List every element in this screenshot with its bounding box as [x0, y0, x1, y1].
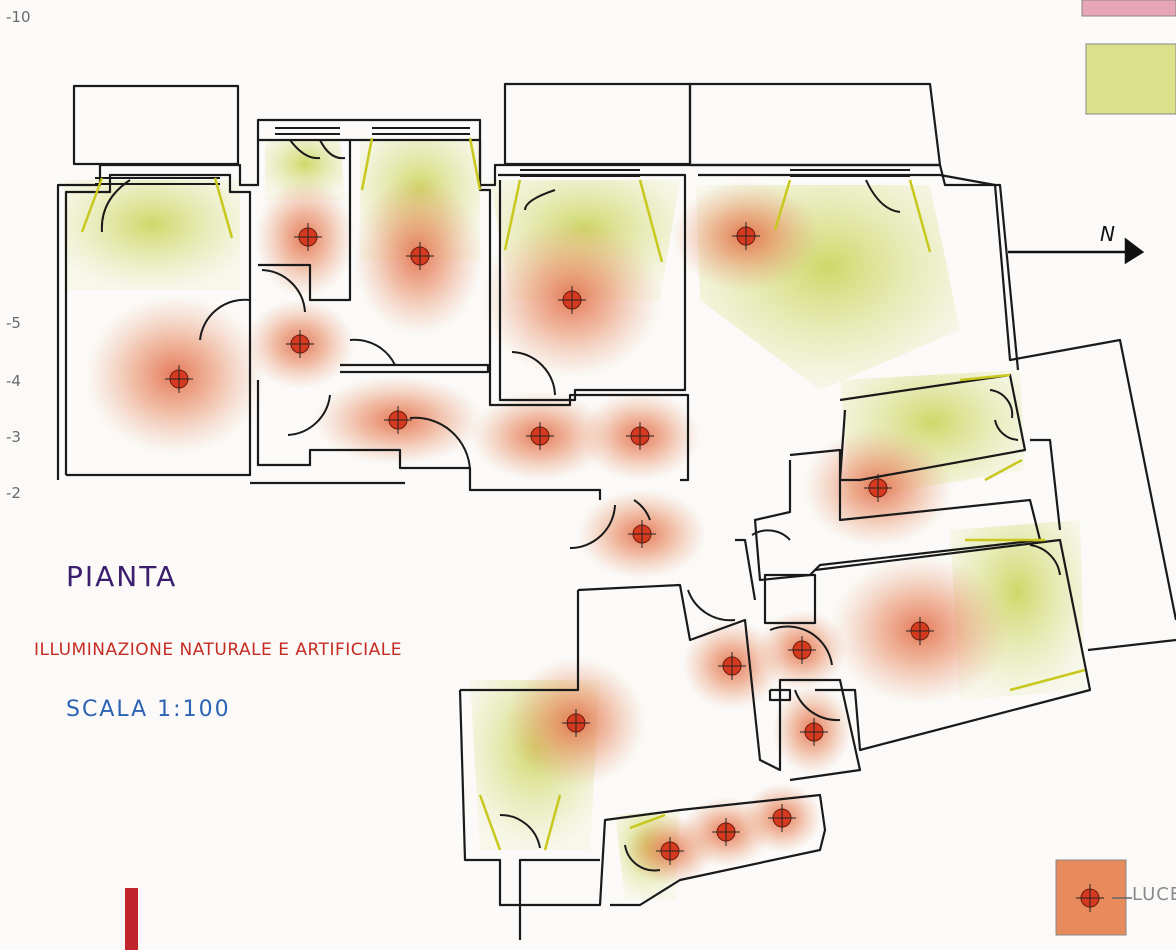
- lamp-icon: [800, 718, 828, 746]
- wall: [340, 363, 490, 374]
- wall: [1087, 638, 1176, 652]
- lamps: [165, 222, 934, 865]
- door-swing: [261, 269, 306, 313]
- lamp-icon: [562, 709, 590, 737]
- door-swing: [751, 529, 791, 541]
- door-swing: [794, 689, 841, 722]
- red-marker-bar: [125, 888, 138, 950]
- wall: [460, 590, 580, 692]
- wall: [768, 688, 792, 702]
- door-swing: [100, 179, 131, 233]
- wall: [814, 538, 1092, 752]
- drawing-subtitle: ILLUMINAZIONE NATURALE E ARTIFICIALE: [34, 640, 402, 660]
- window-light-rays: [80, 137, 1086, 851]
- wall: [577, 583, 862, 782]
- lamp-icon: [656, 837, 684, 865]
- door-swing: [633, 499, 651, 521]
- legend: [1055, 0, 1176, 936]
- door-swing: [511, 351, 556, 396]
- legend-swatch-natural: [1085, 43, 1176, 115]
- margin-tick: -3: [6, 428, 21, 446]
- drawing-title: PIANTA: [66, 560, 178, 593]
- lamp-icon: [906, 617, 934, 645]
- lamp-icon: [626, 422, 654, 450]
- door-swing: [624, 844, 661, 872]
- lamp-icon: [718, 652, 746, 680]
- north-label: N: [1100, 222, 1116, 246]
- wall: [256, 380, 602, 500]
- balcony: [503, 82, 692, 166]
- door-swing: [289, 139, 321, 160]
- door-swing: [349, 338, 396, 366]
- wall: [735, 538, 757, 601]
- lamp-icon: [286, 330, 314, 358]
- legend-swatch-top: [1081, 0, 1176, 17]
- margin-tick: -2: [6, 484, 21, 502]
- wall: [258, 138, 352, 302]
- wall: [350, 138, 690, 482]
- drawing-scale: SCALA 1:100: [66, 697, 231, 722]
- wall: [498, 173, 687, 402]
- door-swing: [199, 298, 251, 341]
- wall: [753, 448, 1042, 582]
- legend-artificial-label: LUCE: [1132, 884, 1176, 905]
- margin-tick: -4: [6, 372, 21, 390]
- windows: [95, 127, 910, 185]
- door-swing: [865, 179, 901, 213]
- lamp-icon: [165, 365, 193, 393]
- lamp-icon: [558, 286, 586, 314]
- door-swing: [524, 189, 556, 211]
- door-swing: [287, 394, 331, 436]
- lamp-icon: [628, 520, 656, 548]
- wall: [1030, 438, 1062, 531]
- balcony: [72, 84, 240, 166]
- lamp-icon: [712, 818, 740, 846]
- lamp-icon: [406, 242, 434, 270]
- lamp-icon: [788, 636, 816, 664]
- wall: [64, 173, 252, 477]
- lamp-icon: [864, 474, 892, 502]
- door-swing: [1029, 544, 1061, 576]
- door-swing: [989, 389, 1014, 419]
- lamp-icon: [526, 422, 554, 450]
- small-room: [763, 573, 817, 625]
- margin-tick: -10: [6, 8, 31, 26]
- door-swing: [409, 416, 471, 471]
- doors: [100, 139, 1061, 872]
- balcony: [688, 82, 942, 167]
- door-swing: [319, 139, 346, 160]
- lamp-icon: [384, 406, 412, 434]
- lamp-icon: [732, 222, 760, 250]
- door-swing: [769, 625, 833, 666]
- north-arrow-icon: [1008, 237, 1145, 265]
- door-swing: [569, 504, 616, 550]
- door-swing: [994, 419, 1019, 441]
- lamp-icon: [768, 804, 796, 832]
- door-swing: [499, 813, 541, 849]
- margin-tick: -5: [6, 314, 21, 332]
- lamp-icon: [1076, 884, 1104, 912]
- natural-light-zone: [64, 180, 240, 290]
- lamp-icon: [294, 223, 322, 251]
- wall: [458, 689, 827, 907]
- wall: [518, 858, 600, 940]
- door-swing: [687, 589, 736, 622]
